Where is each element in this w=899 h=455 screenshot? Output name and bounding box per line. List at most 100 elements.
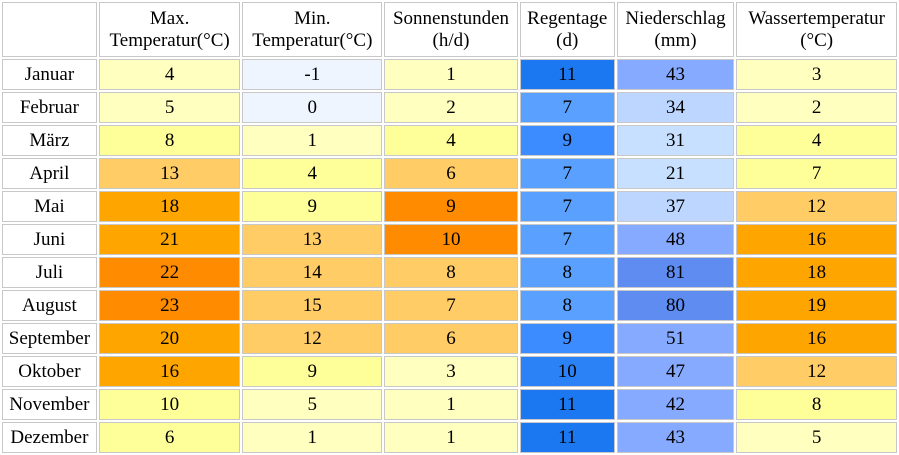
cell-precipitation: 42 xyxy=(616,389,735,420)
cell-min-temp: -1 xyxy=(242,59,383,90)
cell-precipitation: 43 xyxy=(616,59,735,90)
cell-rain-days: 7 xyxy=(519,224,615,255)
month-label: Dezember xyxy=(2,422,97,453)
month-label: Oktober xyxy=(2,356,97,387)
column-header-line1: Max. xyxy=(149,7,190,29)
cell-water-temp: 16 xyxy=(736,323,897,354)
table-body: Januar 4 -1 1 11 43 3 Februar 5 0 2 7 34 2 März 8 1 4 9 31 4… xyxy=(2,59,897,453)
header-row: Max. Temperatur(°C) Min. Temperatur(°C) … xyxy=(2,2,897,57)
month-label: April xyxy=(2,158,97,189)
column-header-rain-days: Regentage (d) xyxy=(519,2,615,57)
month-label: März xyxy=(2,125,97,156)
cell-precipitation: 43 xyxy=(616,422,735,453)
cell-water-temp: 19 xyxy=(736,290,897,321)
table-row: September 20 12 6 9 51 16 xyxy=(2,323,897,354)
column-header-line1: Niederschlag xyxy=(625,7,726,29)
column-header-max-temp: Max. Temperatur(°C) xyxy=(98,2,241,57)
column-header-line1: Wassertemperatur xyxy=(748,7,886,29)
cell-rain-days: 8 xyxy=(519,290,615,321)
table-row: Juni 21 13 10 7 48 16 xyxy=(2,224,897,255)
cell-rain-days: 11 xyxy=(519,389,615,420)
cell-water-temp: 18 xyxy=(736,257,897,288)
cell-rain-days: 7 xyxy=(519,191,615,222)
column-header-line2: Temperatur(°C) xyxy=(252,29,373,51)
cell-min-temp: 13 xyxy=(242,224,383,255)
cell-water-temp: 5 xyxy=(736,422,897,453)
table-row: März 8 1 4 9 31 4 xyxy=(2,125,897,156)
cell-max-temp: 10 xyxy=(98,389,241,420)
cell-water-temp: 16 xyxy=(736,224,897,255)
month-label: Mai xyxy=(2,191,97,222)
cell-precipitation: 80 xyxy=(616,290,735,321)
column-header-line2: Temperatur(°C) xyxy=(109,29,230,51)
cell-water-temp: 4 xyxy=(736,125,897,156)
column-header-line2: (°C) xyxy=(800,29,834,51)
month-label: Juni xyxy=(2,224,97,255)
cell-min-temp: 9 xyxy=(242,356,383,387)
cell-min-temp: 9 xyxy=(242,191,383,222)
cell-water-temp: 12 xyxy=(736,191,897,222)
cell-max-temp: 5 xyxy=(98,92,241,123)
cell-min-temp: 14 xyxy=(242,257,383,288)
cell-precipitation: 21 xyxy=(616,158,735,189)
corner-cell xyxy=(2,2,97,57)
cell-max-temp: 13 xyxy=(98,158,241,189)
column-header-line2: (d) xyxy=(556,29,579,51)
cell-rain-days: 8 xyxy=(519,257,615,288)
cell-precipitation: 81 xyxy=(616,257,735,288)
cell-min-temp: 0 xyxy=(242,92,383,123)
cell-min-temp: 4 xyxy=(242,158,383,189)
cell-precipitation: 48 xyxy=(616,224,735,255)
column-header-sunshine: Sonnenstunden (h/d) xyxy=(384,2,518,57)
cell-sunshine: 8 xyxy=(384,257,518,288)
cell-precipitation: 34 xyxy=(616,92,735,123)
table-row: Juli 22 14 8 8 81 18 xyxy=(2,257,897,288)
cell-water-temp: 12 xyxy=(736,356,897,387)
cell-precipitation: 37 xyxy=(616,191,735,222)
cell-rain-days: 9 xyxy=(519,323,615,354)
column-header-line2: (h/d) xyxy=(432,29,470,51)
cell-precipitation: 51 xyxy=(616,323,735,354)
table-row: November 10 5 1 11 42 8 xyxy=(2,389,897,420)
month-label: Juli xyxy=(2,257,97,288)
table-row: August 23 15 7 8 80 19 xyxy=(2,290,897,321)
column-header-water-temp: Wassertemperatur (°C) xyxy=(736,2,897,57)
cell-precipitation: 47 xyxy=(616,356,735,387)
table-row: Oktober 16 9 3 10 47 12 xyxy=(2,356,897,387)
column-header-line1: Min. xyxy=(294,7,331,29)
cell-min-temp: 12 xyxy=(242,323,383,354)
cell-max-temp: 6 xyxy=(98,422,241,453)
cell-rain-days: 10 xyxy=(519,356,615,387)
cell-sunshine: 4 xyxy=(384,125,518,156)
cell-rain-days: 11 xyxy=(519,59,615,90)
cell-sunshine: 2 xyxy=(384,92,518,123)
cell-sunshine: 6 xyxy=(384,158,518,189)
cell-sunshine: 1 xyxy=(384,59,518,90)
cell-water-temp: 8 xyxy=(736,389,897,420)
month-label: November xyxy=(2,389,97,420)
cell-sunshine: 1 xyxy=(384,389,518,420)
cell-max-temp: 18 xyxy=(98,191,241,222)
month-label: Februar xyxy=(2,92,97,123)
cell-sunshine: 1 xyxy=(384,422,518,453)
cell-min-temp: 15 xyxy=(242,290,383,321)
cell-min-temp: 1 xyxy=(242,422,383,453)
cell-max-temp: 20 xyxy=(98,323,241,354)
table-row: Februar 5 0 2 7 34 2 xyxy=(2,92,897,123)
month-label: Januar xyxy=(2,59,97,90)
cell-rain-days: 7 xyxy=(519,92,615,123)
month-label: September xyxy=(2,323,97,354)
cell-rain-days: 11 xyxy=(519,422,615,453)
table-row: Januar 4 -1 1 11 43 3 xyxy=(2,59,897,90)
cell-max-temp: 23 xyxy=(98,290,241,321)
cell-precipitation: 31 xyxy=(616,125,735,156)
cell-rain-days: 9 xyxy=(519,125,615,156)
cell-rain-days: 7 xyxy=(519,158,615,189)
column-header-line2: (mm) xyxy=(654,29,697,51)
cell-water-temp: 3 xyxy=(736,59,897,90)
cell-max-temp: 4 xyxy=(98,59,241,90)
column-header-line1: Regentage xyxy=(527,7,608,29)
cell-sunshine: 10 xyxy=(384,224,518,255)
column-header-precipitation: Niederschlag (mm) xyxy=(616,2,735,57)
